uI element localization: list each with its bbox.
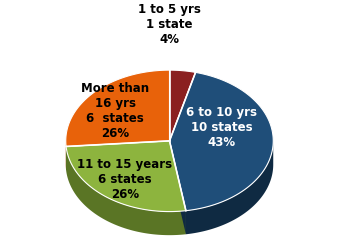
Text: 6 to 10 yrs
10 states
43%: 6 to 10 yrs 10 states 43% — [186, 106, 257, 150]
Polygon shape — [66, 141, 170, 170]
Polygon shape — [170, 72, 273, 211]
Polygon shape — [170, 141, 186, 234]
Text: 1 to 5 yrs
1 state
4%: 1 to 5 yrs 1 state 4% — [138, 3, 201, 46]
Polygon shape — [170, 70, 196, 141]
Polygon shape — [170, 141, 186, 234]
Polygon shape — [66, 141, 186, 212]
Polygon shape — [66, 141, 170, 170]
Polygon shape — [186, 141, 273, 234]
Text: 11 to 15 years
6 states
26%: 11 to 15 years 6 states 26% — [77, 158, 172, 201]
Polygon shape — [66, 70, 170, 146]
Polygon shape — [66, 146, 186, 235]
Text: More than
16 yrs
6  states
26%: More than 16 yrs 6 states 26% — [81, 82, 149, 140]
